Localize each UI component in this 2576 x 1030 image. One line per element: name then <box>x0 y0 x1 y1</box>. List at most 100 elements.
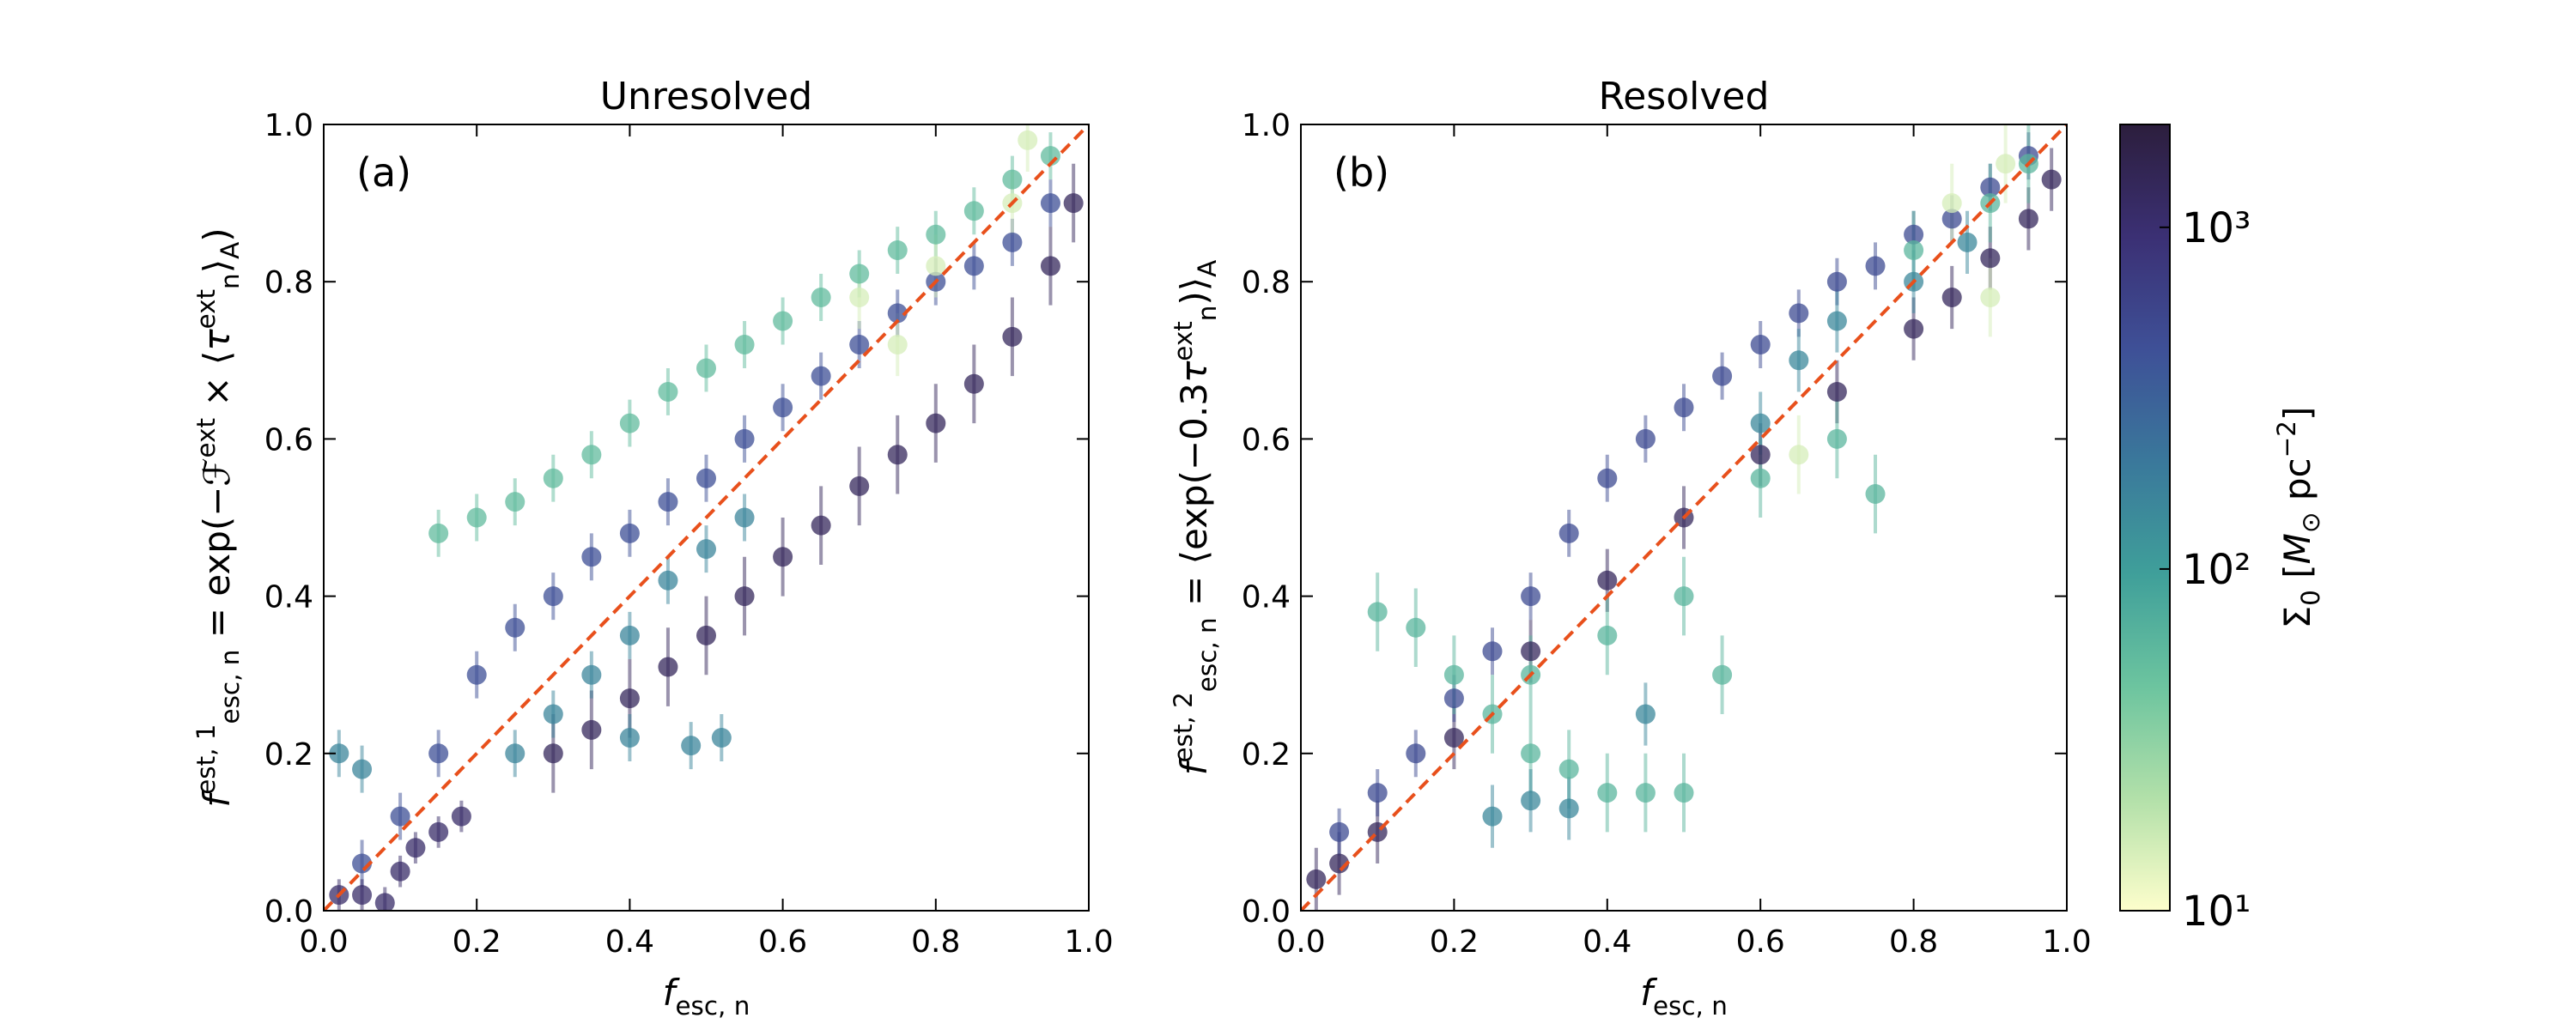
point <box>1865 256 1886 276</box>
x-tick-label: 0.0 <box>1276 924 1325 960</box>
x-tick-label: 1.0 <box>1064 924 1113 960</box>
point <box>1002 326 1023 347</box>
label-run: τ <box>1173 360 1215 383</box>
point <box>1406 617 1426 638</box>
y-tick-label: 0.6 <box>264 422 313 457</box>
label-run: × ⟨ <box>196 351 238 418</box>
point <box>1063 193 1084 214</box>
point <box>581 719 602 740</box>
point <box>390 806 410 827</box>
label-run: n <box>216 273 245 289</box>
point <box>926 413 946 433</box>
colorbar-tick-label: 10³ <box>2182 204 2251 252</box>
point <box>543 704 563 724</box>
point <box>1789 303 1809 324</box>
point <box>1521 586 1541 607</box>
point <box>773 547 793 567</box>
point <box>329 743 349 764</box>
label-run: pc <box>2276 457 2318 512</box>
point <box>1826 271 1847 292</box>
x-tick-label: 0.4 <box>605 924 654 960</box>
y-tick-label: 0.0 <box>1242 894 1291 930</box>
label-run: est, 1 <box>191 724 221 794</box>
reference-line <box>1301 124 2067 911</box>
point <box>887 445 908 465</box>
label-run: n <box>1193 306 1222 322</box>
point <box>1367 602 1388 622</box>
point <box>849 476 870 496</box>
point <box>543 468 563 488</box>
point <box>1597 783 1618 803</box>
point <box>1406 743 1426 764</box>
x-tick-label: 0.8 <box>1889 924 1938 960</box>
point <box>711 727 732 748</box>
y-tick-label: 1.0 <box>264 108 313 143</box>
point <box>619 727 640 748</box>
y-tick-label: 0.2 <box>264 737 313 772</box>
point <box>1980 177 2001 197</box>
point <box>581 445 602 465</box>
label-run: [ <box>2276 564 2318 590</box>
point <box>734 586 755 607</box>
point <box>1482 641 1503 662</box>
label-run: A <box>1193 260 1222 277</box>
point <box>681 736 702 756</box>
point <box>658 570 678 591</box>
x-axis-label: fesc, n <box>663 972 750 1021</box>
point <box>696 539 716 560</box>
point <box>352 885 373 906</box>
x-tick-label: 0.4 <box>1583 924 1631 960</box>
label-run: est, 2 <box>1169 692 1198 762</box>
point <box>451 806 471 827</box>
point <box>1329 821 1350 842</box>
point <box>849 334 870 354</box>
point <box>1674 783 1694 803</box>
point <box>887 240 908 261</box>
point <box>1597 625 1618 645</box>
point <box>619 413 640 433</box>
point <box>1018 130 1038 150</box>
point <box>2041 169 2062 190</box>
point <box>1712 366 1733 386</box>
point <box>696 468 716 488</box>
y-tick-label: 0.0 <box>264 894 313 930</box>
y-axis-label: fest, 1esc, n = exp(−ℱext × ⟨τextn⟩A) <box>191 227 244 807</box>
point <box>619 523 640 543</box>
point <box>1635 704 1656 724</box>
label-run: ⟩ <box>196 259 238 273</box>
point <box>581 547 602 567</box>
point <box>1674 586 1694 607</box>
point <box>1904 224 1924 245</box>
point <box>1904 318 1924 339</box>
plot-area <box>324 124 1089 911</box>
point <box>734 334 755 354</box>
point <box>619 688 640 709</box>
chart-title: Resolved <box>1599 75 1770 118</box>
point <box>926 256 946 276</box>
point <box>1980 288 2001 308</box>
panel-label: (a) <box>356 149 411 196</box>
point <box>1750 468 1771 488</box>
point <box>773 397 793 418</box>
point <box>1980 248 2001 269</box>
point <box>1750 334 1771 354</box>
point <box>581 664 602 685</box>
point <box>1865 484 1886 505</box>
point <box>505 743 526 764</box>
label-run: ext <box>1169 321 1198 360</box>
y-tick-label: 0.4 <box>1242 580 1291 615</box>
y-tick-label: 0.6 <box>1242 422 1291 457</box>
point <box>963 256 984 276</box>
point <box>1941 288 1962 308</box>
point <box>1996 154 2016 174</box>
x-tick-label: 0.0 <box>299 924 348 960</box>
label-run: )⟩ <box>1173 277 1215 306</box>
point <box>1443 727 1464 748</box>
point <box>1597 570 1618 591</box>
label-run: ℱ <box>196 457 238 486</box>
point <box>658 657 678 677</box>
point <box>428 743 449 764</box>
y-tick-label: 0.8 <box>1242 265 1291 300</box>
point <box>887 334 908 354</box>
point <box>658 492 678 512</box>
